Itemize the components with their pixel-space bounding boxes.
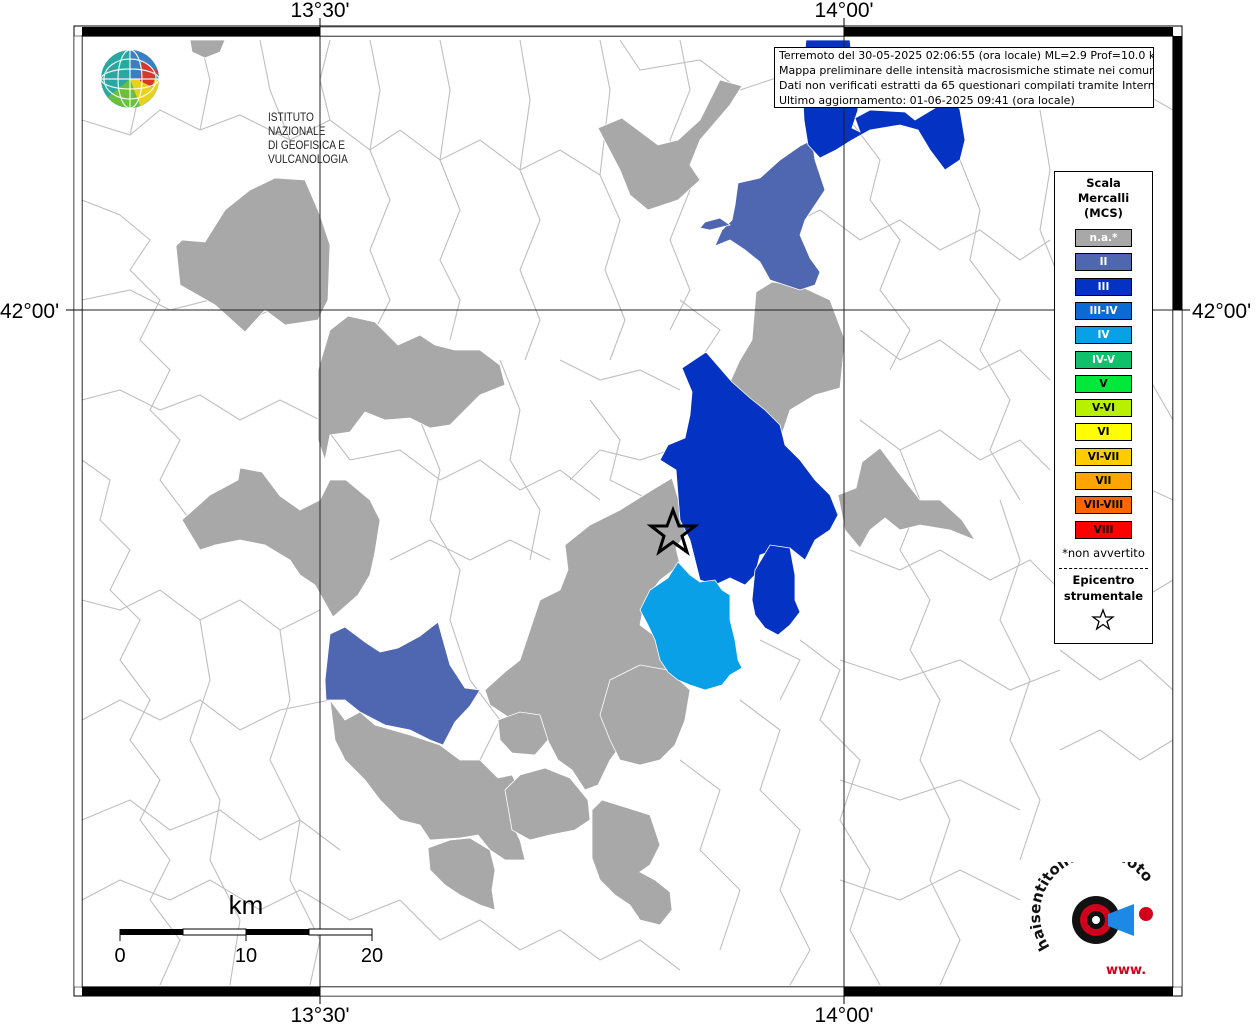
intensity-IV-areas [639, 561, 743, 691]
legend-epicenter-line1: Epicentro [1072, 573, 1135, 587]
epicenter-star-icon [646, 505, 700, 556]
lon-label-bottom-1330: 13°30' [290, 1004, 349, 1024]
ingv-logo: ISTITUTO NAZIONALE DI GEOFISICA E VULCAN… [100, 47, 348, 166]
info-line-update: Ultimo aggiornamento: 01-06-2025 09:41 (… [779, 94, 1075, 107]
legend-note: *non avvertito [1062, 546, 1145, 560]
legend-star-icon [1091, 608, 1115, 631]
scale-unit: km [229, 890, 264, 920]
legend-item-ivv: IV-V [1075, 350, 1132, 369]
ingv-name-line2: DI GEOFISICA E VULCANOLOGIA [268, 140, 348, 166]
legend-item-ii: II [1075, 253, 1132, 272]
info-line-data: Dati non verificati estratti da 65 quest… [779, 79, 1154, 92]
legend-epicenter-line2: strumentale [1063, 589, 1144, 603]
legend-epicenter-label: Epicentro strumentale [1055, 572, 1152, 604]
legend-title-line3: (MCS) [1084, 206, 1123, 220]
legend-title-line2: Mercalli [1077, 191, 1130, 205]
info-line-event: Terremoto del 30-05-2025 02:06:55 (ora l… [779, 49, 1154, 62]
legend-item-v: V [1075, 374, 1132, 393]
legend-divider [1059, 568, 1148, 569]
haisentito-logo: haisentitoilterremoto.it www. [1030, 862, 1157, 978]
lon-label-top-1400: 14°00' [814, 0, 873, 22]
ingv-name: ISTITUTO NAZIONALE DI GEOFISICA E VULCAN… [268, 111, 348, 167]
legend-item-iiiiv: III-IV [1075, 301, 1132, 320]
legend-item-viiviii: VII-VIII [1075, 496, 1132, 515]
graticule [82, 36, 1173, 987]
legend-title: Scala Mercalli (MCS) [1055, 176, 1152, 221]
lat-label-right-4200: 42°00' [1192, 300, 1251, 323]
ingv-globe-icon [100, 49, 160, 109]
legend-item-vii: VII [1075, 472, 1132, 490]
mcs-legend: Scala Mercalli (MCS) n.a.* II III III-IV IV I… [1054, 171, 1153, 644]
brand-prefix: www. [1106, 963, 1146, 978]
info-line-map: Mappa preliminare delle intensità macros… [779, 64, 1154, 77]
legend-item-vvi: V-VI [1075, 399, 1132, 418]
earthquake-info-box: Terremoto del 30-05-2025 02:06:55 (ora l… [774, 47, 1154, 108]
legend-item-na: n.a.* [1075, 229, 1132, 247]
legend-title-line1: Scala [1086, 176, 1121, 190]
lat-label-left-4200: 42°00' [0, 300, 59, 323]
scale-bar: km 0 10 20 [114, 890, 383, 967]
intensity-na-areas [175, 39, 977, 926]
legend-item-iv: IV [1075, 326, 1132, 345]
legend-item-vivii: VI-VII [1075, 447, 1132, 466]
legend-item-iii: III [1075, 277, 1132, 296]
legend-item-vi: VI [1075, 423, 1132, 442]
scale-tick-10: 10 [235, 945, 257, 967]
scale-tick-0: 0 [114, 945, 125, 967]
lon-label-top-1330: 13°30' [290, 0, 349, 22]
legend-item-viii: VIII [1075, 520, 1132, 539]
ingv-name-line1: ISTITUTO NAZIONALE [268, 112, 326, 138]
map-frame [66, 18, 1190, 1004]
lon-label-bottom-1400: 14°00' [814, 1004, 873, 1024]
scale-tick-20: 20 [361, 945, 383, 967]
